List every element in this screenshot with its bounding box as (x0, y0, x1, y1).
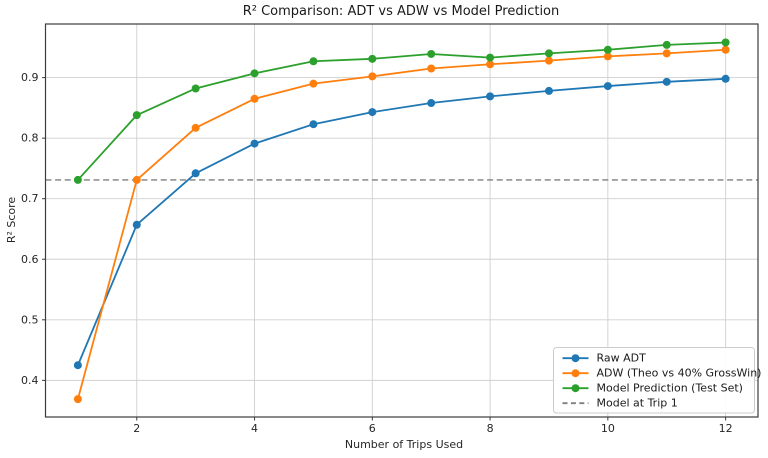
marker-adw-theo-vs-40-grosswin-5 (309, 79, 318, 88)
x-tick-label-4: 4 (251, 422, 258, 435)
y-axis-label: R² Score (5, 197, 18, 244)
marker-adw-theo-vs-40-grosswin-12 (721, 45, 730, 54)
marker-raw-adt-2 (132, 220, 141, 229)
x-tick-label-6: 6 (369, 422, 376, 435)
legend-label-raw-adt: Raw ADT (597, 352, 647, 365)
marker-raw-adt-9 (544, 86, 553, 95)
marker-model-prediction-test-set-4 (250, 69, 259, 78)
marker-raw-adt-3 (191, 169, 200, 178)
legend-item-model-prediction-test-set: Model Prediction (Test Set) (562, 382, 743, 395)
marker-model-prediction-test-set-5 (309, 57, 318, 66)
chart-title: R² Comparison: ADT vs ADW vs Model Predi… (243, 4, 560, 19)
x-tick-label-8: 8 (487, 422, 494, 435)
legend-item-adw-theo-vs-40-grosswin: ADW (Theo vs 40% GrossWin) (562, 367, 762, 380)
legend-item-model-at-trip-1: Model at Trip 1 (562, 397, 678, 410)
y-tick-label-0-7: 0.7 (21, 192, 39, 205)
x-tick-label-10: 10 (601, 422, 615, 435)
marker-raw-adt-6 (368, 108, 377, 117)
legend-marker-raw-adt (571, 354, 580, 363)
marker-raw-adt-11 (662, 77, 671, 86)
y-tick-label-0-9: 0.9 (21, 71, 39, 84)
marker-model-prediction-test-set-12 (721, 38, 730, 47)
y-tick-label-0-8: 0.8 (21, 132, 39, 145)
marker-raw-adt-12 (721, 74, 730, 83)
marker-raw-adt-1 (73, 361, 82, 370)
marker-adw-theo-vs-40-grosswin-1 (73, 395, 82, 404)
marker-adw-theo-vs-40-grosswin-2 (132, 175, 141, 184)
series-line-model-prediction-test-set (76, 41, 727, 181)
legend-marker-adw-theo-vs-40-grosswin (571, 369, 580, 378)
marker-raw-adt-5 (309, 120, 318, 129)
legend-label-model-prediction-test-set: Model Prediction (Test Set) (597, 382, 743, 395)
plot-border (44, 23, 759, 418)
marker-model-prediction-test-set-9 (544, 49, 553, 58)
x-tick-label-2: 2 (133, 422, 140, 435)
marker-adw-theo-vs-40-grosswin-7 (427, 64, 436, 73)
y-tick-label-0-5: 0.5 (21, 313, 39, 326)
marker-raw-adt-7 (427, 99, 436, 108)
marker-model-prediction-test-set-3 (191, 84, 200, 93)
marker-raw-adt-10 (603, 82, 612, 91)
marker-adw-theo-vs-40-grosswin-10 (603, 52, 612, 61)
legend-item-raw-adt: Raw ADT (562, 352, 647, 365)
series-line-adw-theo-vs-40-grosswin (76, 48, 727, 401)
marker-model-prediction-test-set-6 (368, 54, 377, 63)
legend-box (553, 347, 755, 414)
marker-adw-theo-vs-40-grosswin-9 (544, 56, 553, 65)
series-line-raw-adt (76, 77, 727, 367)
marker-model-prediction-test-set-2 (132, 111, 141, 120)
marker-model-prediction-test-set-1 (73, 175, 82, 184)
marker-model-prediction-test-set-8 (486, 53, 495, 62)
marker-adw-theo-vs-40-grosswin-4 (250, 94, 259, 103)
marker-adw-theo-vs-40-grosswin-8 (486, 60, 495, 69)
x-axis-label: Number of Trips Used (345, 438, 463, 451)
marker-raw-adt-4 (250, 139, 259, 148)
x-tick-label-12: 12 (719, 422, 733, 435)
legend-marker-model-prediction-test-set (571, 384, 580, 393)
y-tick-label-0-6: 0.6 (21, 253, 39, 266)
marker-adw-theo-vs-40-grosswin-11 (662, 49, 671, 58)
legend-label-adw-theo-vs-40-grosswin: ADW (Theo vs 40% GrossWin) (597, 367, 762, 380)
marker-adw-theo-vs-40-grosswin-6 (368, 72, 377, 81)
legend-label-model-at-trip-1: Model at Trip 1 (597, 397, 678, 410)
marker-model-prediction-test-set-11 (662, 40, 671, 49)
plot-area: 2 4 6 8 10 12 0.4 0.5 0.6 0.7 0.8 0.9 Raw ADT ADW (Th… (21, 23, 762, 435)
marker-adw-theo-vs-40-grosswin-3 (191, 123, 200, 132)
y-tick-label-0-4: 0.4 (21, 374, 39, 387)
marker-model-prediction-test-set-7 (427, 49, 436, 58)
marker-raw-adt-8 (486, 92, 495, 101)
legend: Raw ADT ADW (Theo vs 40% GrossWin) Model P… (553, 347, 762, 414)
marker-model-prediction-test-set-10 (603, 45, 612, 54)
